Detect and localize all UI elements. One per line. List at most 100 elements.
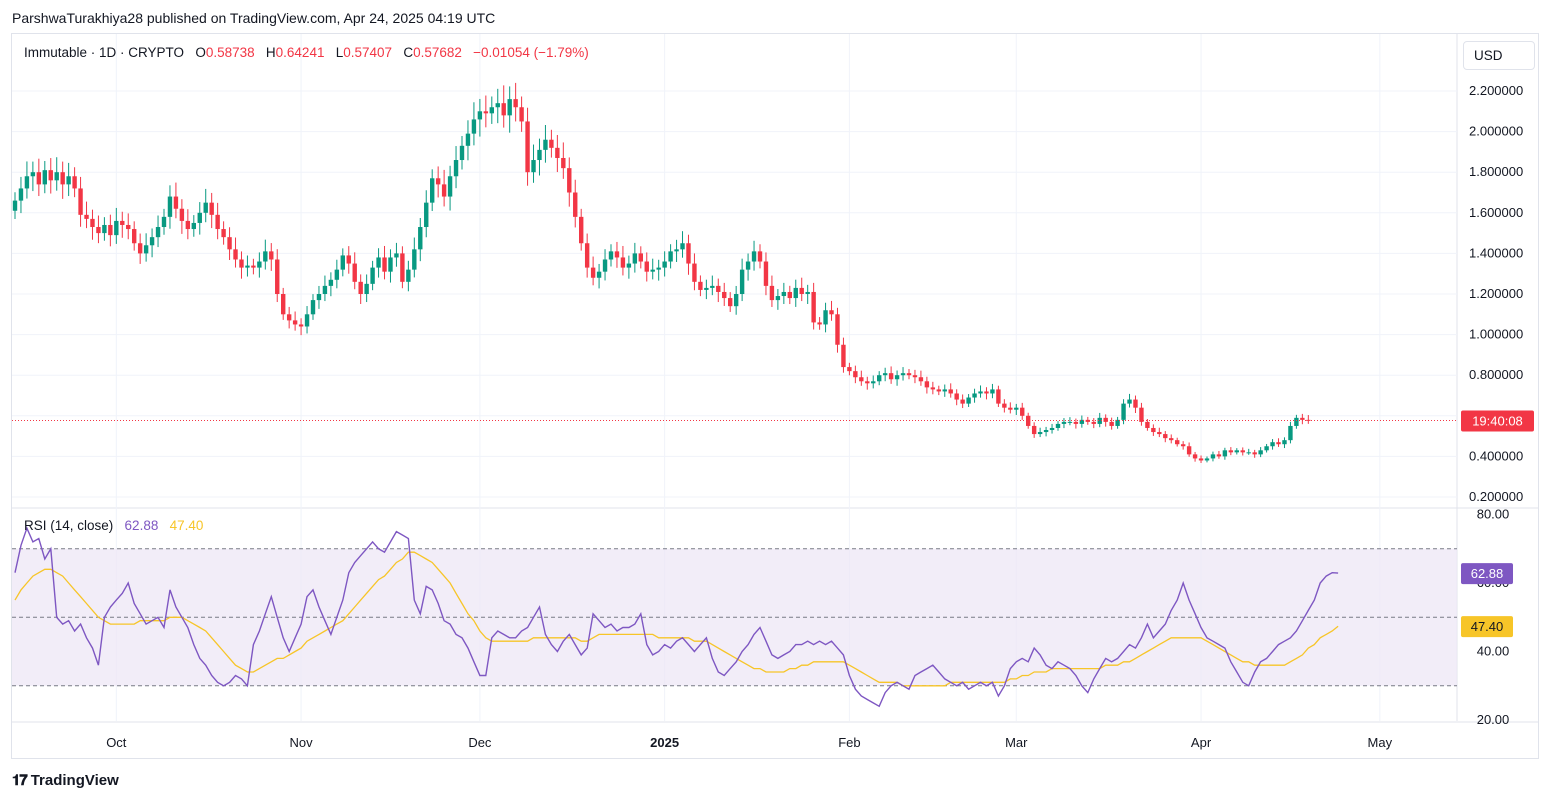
candle-body	[620, 257, 626, 268]
candle-body	[239, 259, 244, 268]
time-tick-label: Oct	[106, 735, 127, 750]
candle-body	[215, 214, 220, 230]
candle-body	[292, 320, 298, 325]
candle-body	[650, 269, 655, 272]
symbol-name[interactable]: Immutable · 1D · CRYPTO	[24, 45, 185, 60]
candle-body	[1228, 450, 1234, 453]
candle-body	[334, 269, 340, 280]
candle-body	[1002, 403, 1007, 408]
candle-body	[555, 147, 560, 158]
candle-body	[537, 149, 542, 161]
candle-body	[984, 391, 989, 394]
candle-body	[441, 184, 447, 197]
candle-body	[811, 291, 816, 323]
currency-button[interactable]: USD	[1463, 41, 1535, 70]
candle-body	[1169, 438, 1174, 441]
price-tick-label: 1.400000	[1469, 245, 1523, 260]
candle-body	[745, 261, 751, 270]
candle-body	[1067, 421, 1073, 423]
candle-body	[263, 251, 268, 262]
footer-brand[interactable]: 𝟏𝟕 TradingView	[12, 772, 119, 789]
candle-body	[853, 371, 858, 378]
candle-body	[1210, 454, 1216, 459]
candle-body	[346, 255, 351, 264]
candle-body	[155, 227, 161, 238]
candle-body	[656, 267, 661, 270]
candle-body	[519, 107, 524, 122]
candle-body	[304, 314, 310, 327]
candle-body	[120, 220, 125, 225]
rsi-legend: RSI (14, close) 62.88 47.40	[24, 518, 203, 533]
candle-body	[1288, 425, 1293, 441]
time-tick-label: Feb	[838, 735, 860, 750]
rsi-ma-value-badge	[1461, 616, 1513, 638]
time-tick-label: Dec	[468, 735, 492, 750]
close-value: 0.57682	[413, 45, 462, 60]
candle-body	[710, 285, 715, 288]
price-tick-label: 1.000000	[1469, 327, 1523, 342]
candle-body	[549, 139, 554, 148]
candle-body	[435, 178, 441, 185]
rsi-ma-value-label: 47.40	[1471, 619, 1504, 634]
candle-body	[447, 176, 453, 197]
candle-body	[233, 249, 238, 260]
candle-body	[906, 373, 912, 376]
price-tick-label: 2.200000	[1469, 83, 1523, 98]
candle-body	[471, 119, 477, 134]
candle-body	[209, 202, 214, 215]
rsi-ma-line	[14, 551, 1339, 687]
candle-body	[1175, 440, 1180, 445]
candle-body	[1240, 450, 1245, 453]
candle-body	[1061, 421, 1067, 424]
candle-body	[1073, 421, 1079, 424]
candle-body	[739, 269, 745, 294]
candle-body	[1043, 430, 1049, 433]
candle-body	[388, 257, 393, 272]
candle-body	[1252, 452, 1257, 455]
candle-body	[143, 245, 149, 254]
time-tick-label: Nov	[290, 735, 314, 750]
candle-body	[1127, 399, 1132, 404]
candle-body	[269, 251, 274, 260]
candle-body	[1091, 421, 1096, 424]
candle-body	[596, 271, 602, 278]
candle-body	[358, 281, 363, 294]
open-label: O	[195, 45, 206, 60]
candle-body	[602, 259, 608, 272]
candle-body	[453, 160, 459, 177]
candle-body	[793, 287, 798, 299]
candle-body	[1103, 417, 1108, 422]
candle-body	[400, 253, 405, 282]
candle-body	[763, 261, 769, 286]
candle-body	[686, 243, 691, 264]
candle-body	[322, 285, 328, 294]
candle-body	[149, 237, 155, 246]
candle-body	[1139, 407, 1144, 422]
rsi-label[interactable]: RSI (14, close)	[24, 518, 114, 533]
price-tick-label: 1.800000	[1469, 164, 1523, 179]
candle-body	[573, 192, 578, 217]
candle-body	[1115, 419, 1120, 426]
candle-body	[1109, 421, 1114, 426]
candle-body	[835, 314, 840, 345]
candle-body	[495, 103, 500, 108]
candle-body	[1151, 427, 1156, 433]
candle-body	[638, 253, 643, 262]
candle-body	[507, 99, 512, 116]
candle-body	[465, 133, 471, 146]
candle-body	[54, 172, 59, 181]
candle-body	[894, 375, 900, 380]
candle-body	[298, 324, 304, 327]
candle-body	[942, 389, 947, 392]
candle-body	[227, 237, 232, 250]
candle-body	[823, 310, 828, 325]
candle-body	[662, 261, 667, 268]
candle-body	[966, 397, 971, 404]
candle-body	[173, 196, 179, 209]
time-tick-label: Mar	[1005, 735, 1028, 750]
candle-body	[501, 103, 506, 116]
candle-body	[340, 255, 345, 270]
candle-body	[799, 287, 804, 294]
candle-body	[716, 285, 721, 292]
